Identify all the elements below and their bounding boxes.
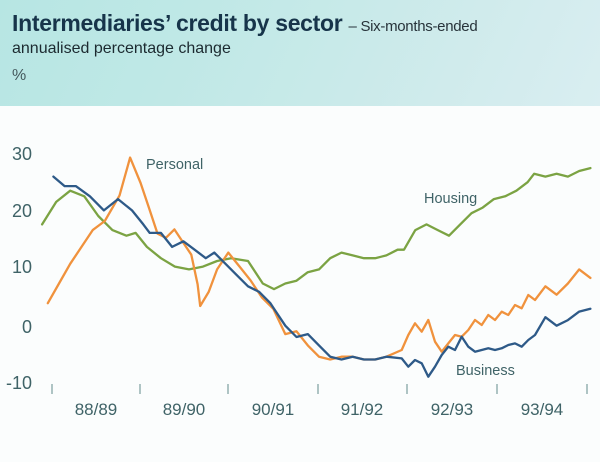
svg-text:93/94: 93/94 <box>521 400 564 419</box>
svg-text:89/90: 89/90 <box>163 400 206 419</box>
svg-text:Business: Business <box>456 363 515 379</box>
svg-text:20: 20 <box>12 201 32 221</box>
svg-text:Personal: Personal <box>146 157 203 173</box>
svg-text:90/91: 90/91 <box>252 400 295 419</box>
svg-text:91/92: 91/92 <box>341 400 384 419</box>
svg-text:0: 0 <box>22 317 32 337</box>
svg-text:-10: -10 <box>6 373 32 393</box>
svg-text:10: 10 <box>12 257 32 277</box>
svg-text:88/89: 88/89 <box>75 400 118 419</box>
svg-text:30: 30 <box>12 144 32 164</box>
svg-text:92/93: 92/93 <box>431 400 474 419</box>
svg-text:Housing: Housing <box>424 191 477 207</box>
